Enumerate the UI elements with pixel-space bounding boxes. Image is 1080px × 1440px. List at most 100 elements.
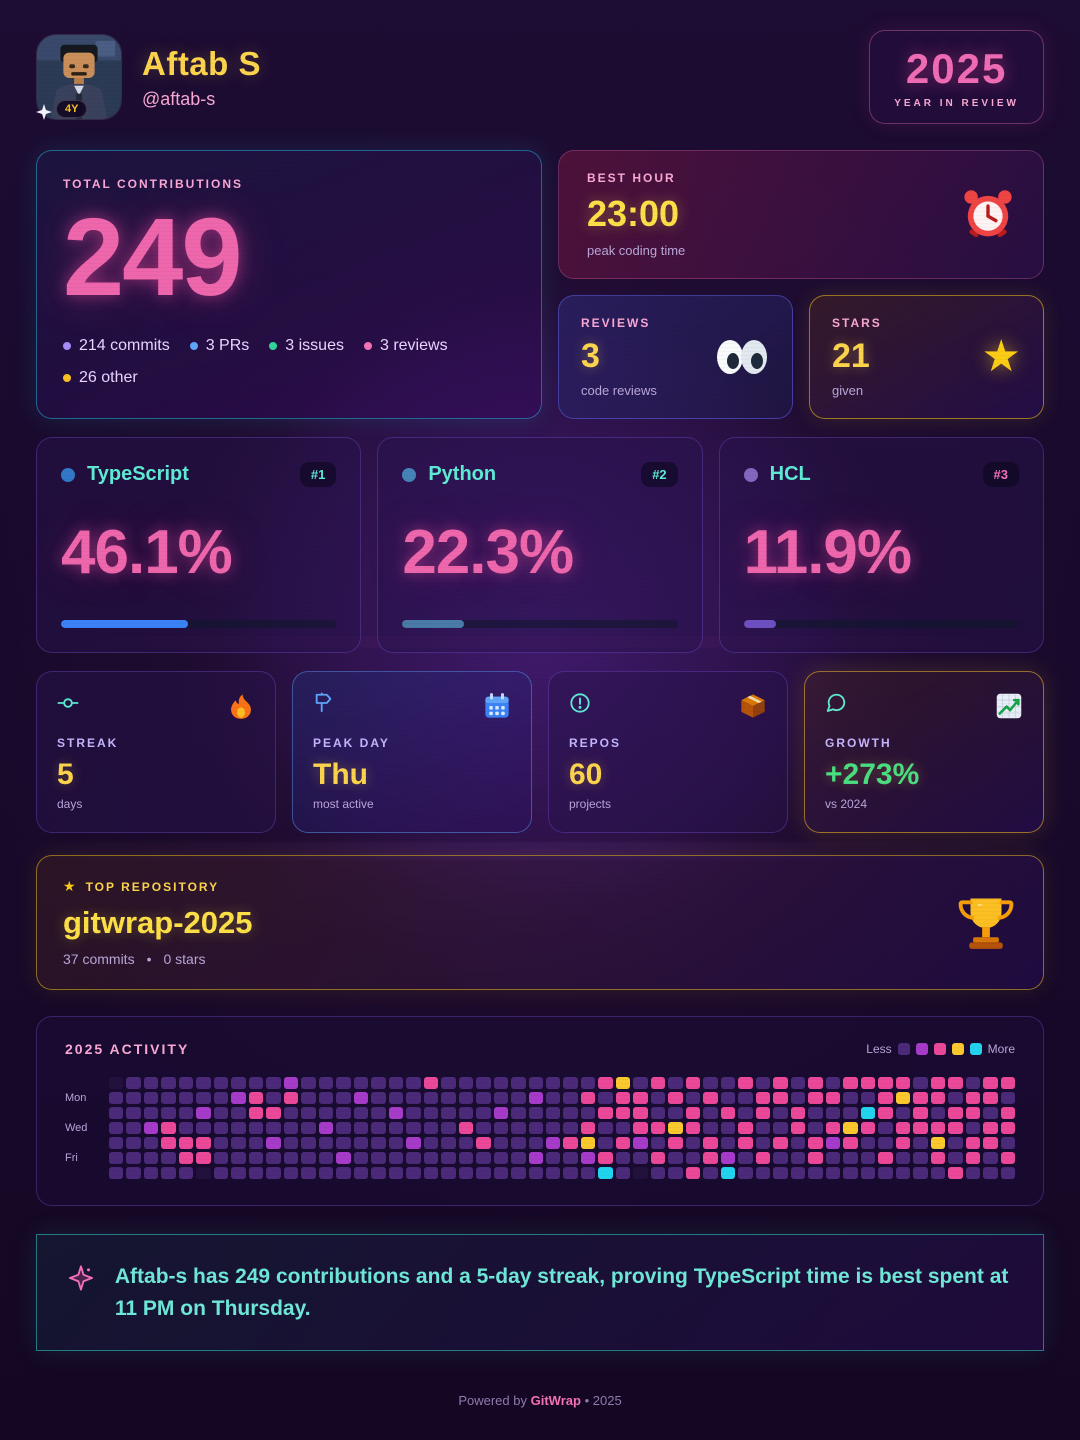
heatmap-cell: [283, 1137, 299, 1149]
heatmap-cell: [126, 1137, 141, 1149]
heatmap-cell: [388, 1122, 404, 1134]
heatmap-cell: [860, 1107, 876, 1119]
heatmap-cell: [808, 1092, 823, 1104]
breakdown-issues: 3 issues: [269, 337, 344, 355]
peak-day-caption: most active: [313, 797, 374, 811]
heatmap-cell: [371, 1122, 386, 1134]
heatmap-cell: [178, 1152, 194, 1164]
heatmap-cell: [703, 1092, 718, 1104]
language-progress-track: [743, 620, 1019, 628]
heatmap-cell: [388, 1107, 404, 1119]
heatmap-cell: [126, 1167, 141, 1179]
heatmap-cell: [546, 1152, 561, 1164]
heatmap-cell: [703, 1077, 718, 1089]
heatmap-cell: [825, 1152, 841, 1164]
heatmap-cell: [266, 1092, 281, 1104]
alert-circle-icon: [570, 693, 590, 713]
heatmap-cell: [143, 1122, 159, 1134]
heatmap-cell: [790, 1137, 806, 1149]
heatmap-cell: [598, 1107, 613, 1119]
heatmap-cell: [161, 1107, 176, 1119]
contributions-breakdown: 214 commits 3 PRs 3 issues 3 reviews 26 …: [63, 337, 513, 387]
heatmap-cell: [423, 1137, 439, 1149]
heatmap-cell: [878, 1152, 893, 1164]
heatmap-cell: [948, 1152, 963, 1164]
heatmap-cell: [580, 1077, 596, 1089]
heatmap-cell: [371, 1167, 386, 1179]
heatmap-cell: [685, 1152, 701, 1164]
heatmap-cell: [790, 1122, 806, 1134]
heatmap-cell: [755, 1167, 771, 1179]
heatmap-cell: [580, 1137, 596, 1149]
heatmap-cell: [353, 1077, 369, 1089]
heatmap-cell: [913, 1077, 928, 1089]
heatmap-cell: [825, 1077, 841, 1089]
heatmap-cell: [633, 1107, 648, 1119]
heatmap-cell: [231, 1152, 246, 1164]
heatmap-cell: [441, 1152, 456, 1164]
language-name: TypeScript: [87, 463, 189, 485]
heatmap-cell: [930, 1167, 946, 1179]
heatmap-cell: [668, 1152, 683, 1164]
heatmap-cell: [580, 1092, 596, 1104]
heatmap-cell: [248, 1092, 264, 1104]
heatmap-cell: [755, 1107, 771, 1119]
heatmap-cell: [738, 1092, 753, 1104]
heatmap-cell: [913, 1152, 928, 1164]
heatmap-cell: [353, 1167, 369, 1179]
heatmap-cell: [825, 1122, 841, 1134]
heatmap-cell: [633, 1122, 648, 1134]
heatmap-cell: [948, 1137, 963, 1149]
heatmap-cell: [720, 1122, 736, 1134]
heatmap-cell: [109, 1077, 124, 1089]
heatmap-cell: [930, 1122, 946, 1134]
heatmap-cell: [843, 1077, 858, 1089]
stars-card: STARS 21 given ★: [809, 295, 1044, 419]
heatmap-cell: [755, 1137, 771, 1149]
heatmap-cell: [318, 1122, 334, 1134]
heatmap-cell: [476, 1167, 491, 1179]
heatmap-cell: [703, 1107, 718, 1119]
heatmap-cell: [948, 1122, 963, 1134]
heatmap-cell: [808, 1122, 823, 1134]
best-hour-label: BEST HOUR: [587, 171, 676, 185]
heatmap-cell: [109, 1092, 124, 1104]
heatmap-cell: [668, 1107, 683, 1119]
heatmap-cell: [860, 1077, 876, 1089]
heatmap-cell: [528, 1167, 544, 1179]
heatmap-day-labels: Mon Wed Fri: [65, 1077, 99, 1179]
heatmap-cell: [895, 1167, 911, 1179]
heatmap-cell: [650, 1077, 666, 1089]
legend-square-4: [951, 1043, 964, 1055]
total-contributions-card: TOTAL CONTRIBUTIONS 249 214 commits 3 PR…: [36, 150, 542, 419]
heatmap-cell: [580, 1152, 596, 1164]
language-rank-badge: #2: [641, 462, 678, 487]
heatmap-cell: [143, 1167, 159, 1179]
repo-commits: 37 commits: [63, 951, 135, 967]
heatmap-cell: [388, 1137, 404, 1149]
activity-card: 2025 ACTIVITY Less More Mon Wed Fri: [36, 1016, 1044, 1206]
heatmap-cell: [843, 1152, 858, 1164]
heatmap-cell: [476, 1092, 491, 1104]
heatmap-cell: [528, 1077, 544, 1089]
reviews-content: REVIEWS 3 code reviews: [581, 316, 657, 398]
heatmap-cell: [283, 1077, 299, 1089]
heatmap-cell: [930, 1152, 946, 1164]
heatmap-cell: [580, 1122, 596, 1134]
language-percent: 11.9%: [743, 518, 912, 587]
heatmap-cell: [878, 1092, 893, 1104]
heatmap-cell: [301, 1152, 316, 1164]
heatmap-cell: [231, 1167, 246, 1179]
package-icon: [741, 694, 765, 718]
activity-heatmap-wrap: Mon Wed Fri: [65, 1077, 1015, 1179]
milestone-icon: [315, 692, 332, 713]
heatmap-cell: [109, 1122, 124, 1134]
heatmap-cell: [738, 1167, 753, 1179]
heatmap-cell: [983, 1137, 998, 1149]
heatmap-cell: [685, 1092, 701, 1104]
heatmap-cell: [615, 1152, 631, 1164]
heatmap-cell: [598, 1137, 613, 1149]
heatmap-cell: [790, 1092, 806, 1104]
heatmap-cell: [1000, 1167, 1015, 1179]
